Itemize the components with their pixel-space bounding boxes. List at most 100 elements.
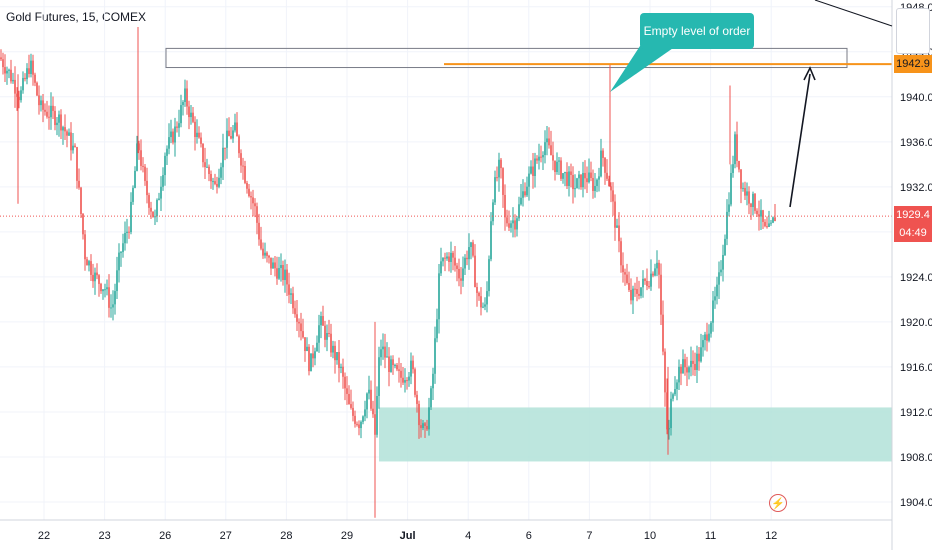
candle-body [448,256,450,262]
candle-body [288,284,290,295]
candle-body [426,425,428,430]
y-tick-label: 1908.0 [900,452,932,464]
candle-body [622,265,624,273]
candle-body [598,176,600,180]
x-tick-label: 7 [586,530,592,542]
candle-body [244,165,246,183]
candle-body [472,242,474,256]
candle-body [702,340,704,348]
candle-body [474,255,476,288]
candle-body [768,223,770,228]
candle-body [722,254,724,270]
candle-body [188,106,190,118]
candle-body [268,255,270,258]
candle-body [226,130,228,148]
y-tick-label: 1904.0 [900,497,932,509]
candle-body [290,293,292,295]
candle-body [6,70,8,74]
candle-body [352,407,354,416]
annotation-callout[interactable]: Empty level of order [640,13,754,49]
candle-body [404,380,406,383]
candle-body [232,130,234,139]
candle-body [744,187,746,196]
candle-body [584,172,586,179]
candle-body [416,394,418,404]
candle-body [406,380,408,382]
candle-body [760,210,762,217]
candle-body [492,202,494,222]
candle-body [252,197,254,204]
candle-body [106,287,108,290]
candle-body [484,304,486,307]
candle-body [676,382,678,390]
candle-body [576,178,578,189]
candle-body [348,393,350,405]
candle-body [152,211,154,217]
candle-body [500,159,502,169]
candle-body [390,359,392,372]
candle-body [394,365,396,367]
candle-body [264,252,266,256]
candle-body [566,172,568,186]
candle-body [222,147,224,168]
candle-body [284,269,286,281]
candle-body [728,204,730,212]
candle-body [514,220,516,230]
candle-body [2,59,4,68]
trend-line [814,0,893,27]
candle-body [730,173,732,205]
candle-body [182,102,184,106]
candle-body [270,257,272,269]
candle-body [0,57,2,60]
candle-body [120,252,122,254]
candle-body [502,168,504,195]
candle-body [460,278,462,281]
scale-widget[interactable] [896,8,930,54]
candle-body [526,186,528,196]
candle-body [662,314,664,352]
lightning-icon[interactable]: ⚡ [769,494,787,512]
candle-body [274,262,276,269]
candle-body [524,191,526,196]
candle-body [630,289,632,301]
y-tick-label: 1924.0 [900,272,932,284]
candle-body [74,145,76,148]
candle-body [402,377,404,383]
candle-body [242,165,244,167]
candle-body [18,96,20,101]
candle-body [212,181,214,183]
candle-body [256,206,258,223]
candle-body [476,287,478,293]
x-tick-label: 26 [159,530,171,542]
candle-body [322,316,324,326]
candle-body [362,416,364,422]
candle-body [68,132,70,136]
candle-body [456,265,458,269]
candle-body [60,114,62,131]
candle-body [558,160,560,162]
candle-body [468,247,470,260]
candle-body [302,331,304,338]
candle-body [718,272,720,285]
candle-body [568,171,570,186]
candle-body [678,366,680,383]
candle-body [564,172,566,174]
candle-body [144,166,146,181]
candle-body [38,95,40,106]
candle-body [170,131,172,138]
candle-body [458,268,460,279]
y-tick-label: 1916.0 [900,362,932,374]
candle-body [262,248,264,256]
candle-body [22,77,24,91]
candle-body [740,169,742,189]
candle-body [712,300,714,323]
candle-body [462,268,464,281]
candle-body [446,256,448,259]
candle-body [94,272,96,282]
candle-body [90,261,92,275]
candle-body [154,216,156,218]
candle-body [206,166,208,168]
candle-body [324,325,326,340]
candle-body [260,239,262,249]
